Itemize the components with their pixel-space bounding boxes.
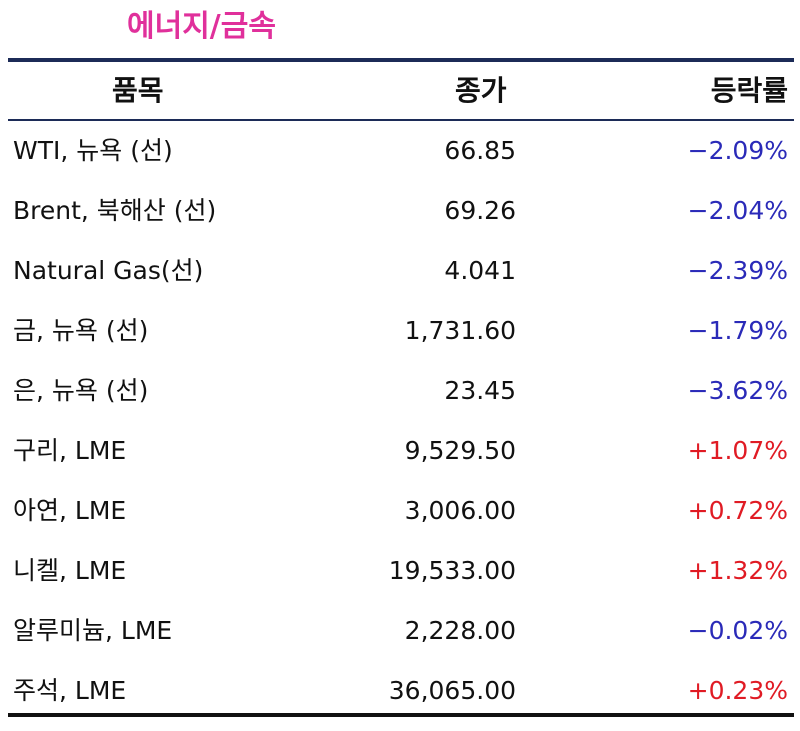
table-row: Brent, 북해산 (선) 69.26 −2.04% xyxy=(8,182,794,242)
row-change: +1.07% xyxy=(687,436,788,465)
row-close: 2,228.00 xyxy=(404,616,516,645)
table-row: 주석, LME 36,065.00 +0.23% xyxy=(8,662,794,722)
row-close: 9,529.50 xyxy=(404,436,516,465)
table-row: 구리, LME 9,529.50 +1.07% xyxy=(8,422,794,482)
row-change: −3.62% xyxy=(687,376,788,405)
row-close: 66.85 xyxy=(444,136,516,165)
row-item: 은, 뉴욕 (선) xyxy=(13,376,149,405)
row-change: −0.02% xyxy=(687,616,788,645)
row-item: 주석, LME xyxy=(13,676,127,705)
table-row: 은, 뉴욕 (선) 23.45 −3.62% xyxy=(8,362,794,422)
row-item: 니켈, LME xyxy=(13,556,127,585)
row-close: 23.45 xyxy=(444,376,516,405)
table-row: Natural Gas(선) 4.041 −2.39% xyxy=(8,242,794,302)
row-close: 36,065.00 xyxy=(388,676,516,705)
row-item: 알루미늄, LME xyxy=(13,616,173,645)
table-header: 품목 종가 등락률 xyxy=(8,64,794,118)
row-change: −2.09% xyxy=(687,136,788,165)
header-close: 종가 xyxy=(455,74,507,107)
row-item: 아연, LME xyxy=(13,496,127,525)
row-change: +1.32% xyxy=(687,556,788,585)
table-row: 금, 뉴욕 (선) 1,731.60 −1.79% xyxy=(8,302,794,362)
row-item: Natural Gas(선) xyxy=(13,256,204,285)
row-close: 1,731.60 xyxy=(404,316,516,345)
row-change: +0.72% xyxy=(687,496,788,525)
table-row: 알루미늄, LME 2,228.00 −0.02% xyxy=(8,602,794,662)
table-row: WTI, 뉴욕 (선) 66.85 −2.09% xyxy=(8,122,794,182)
row-change: +0.23% xyxy=(687,676,788,705)
row-item: 금, 뉴욕 (선) xyxy=(13,316,149,345)
header-item: 품목 xyxy=(112,74,164,107)
row-close: 4.041 xyxy=(444,256,516,285)
page-title: 에너지/금속 xyxy=(127,9,276,44)
row-change: −2.04% xyxy=(687,196,788,225)
table-header-rule xyxy=(8,119,794,121)
row-change: −1.79% xyxy=(687,316,788,345)
row-item: 구리, LME xyxy=(13,436,127,465)
table-row: 아연, LME 3,006.00 +0.72% xyxy=(8,482,794,542)
row-item: Brent, 북해산 (선) xyxy=(13,196,217,225)
table-bottom-rule xyxy=(8,713,794,717)
row-change: −2.39% xyxy=(687,256,788,285)
table-row: 니켈, LME 19,533.00 +1.32% xyxy=(8,542,794,602)
header-change: 등락률 xyxy=(710,74,788,107)
row-item: WTI, 뉴욕 (선) xyxy=(13,136,173,165)
row-close: 69.26 xyxy=(444,196,516,225)
row-close: 19,533.00 xyxy=(388,556,516,585)
row-close: 3,006.00 xyxy=(404,496,516,525)
table-top-rule xyxy=(8,58,794,62)
table-body: WTI, 뉴욕 (선) 66.85 −2.09% Brent, 북해산 (선) … xyxy=(8,122,794,722)
